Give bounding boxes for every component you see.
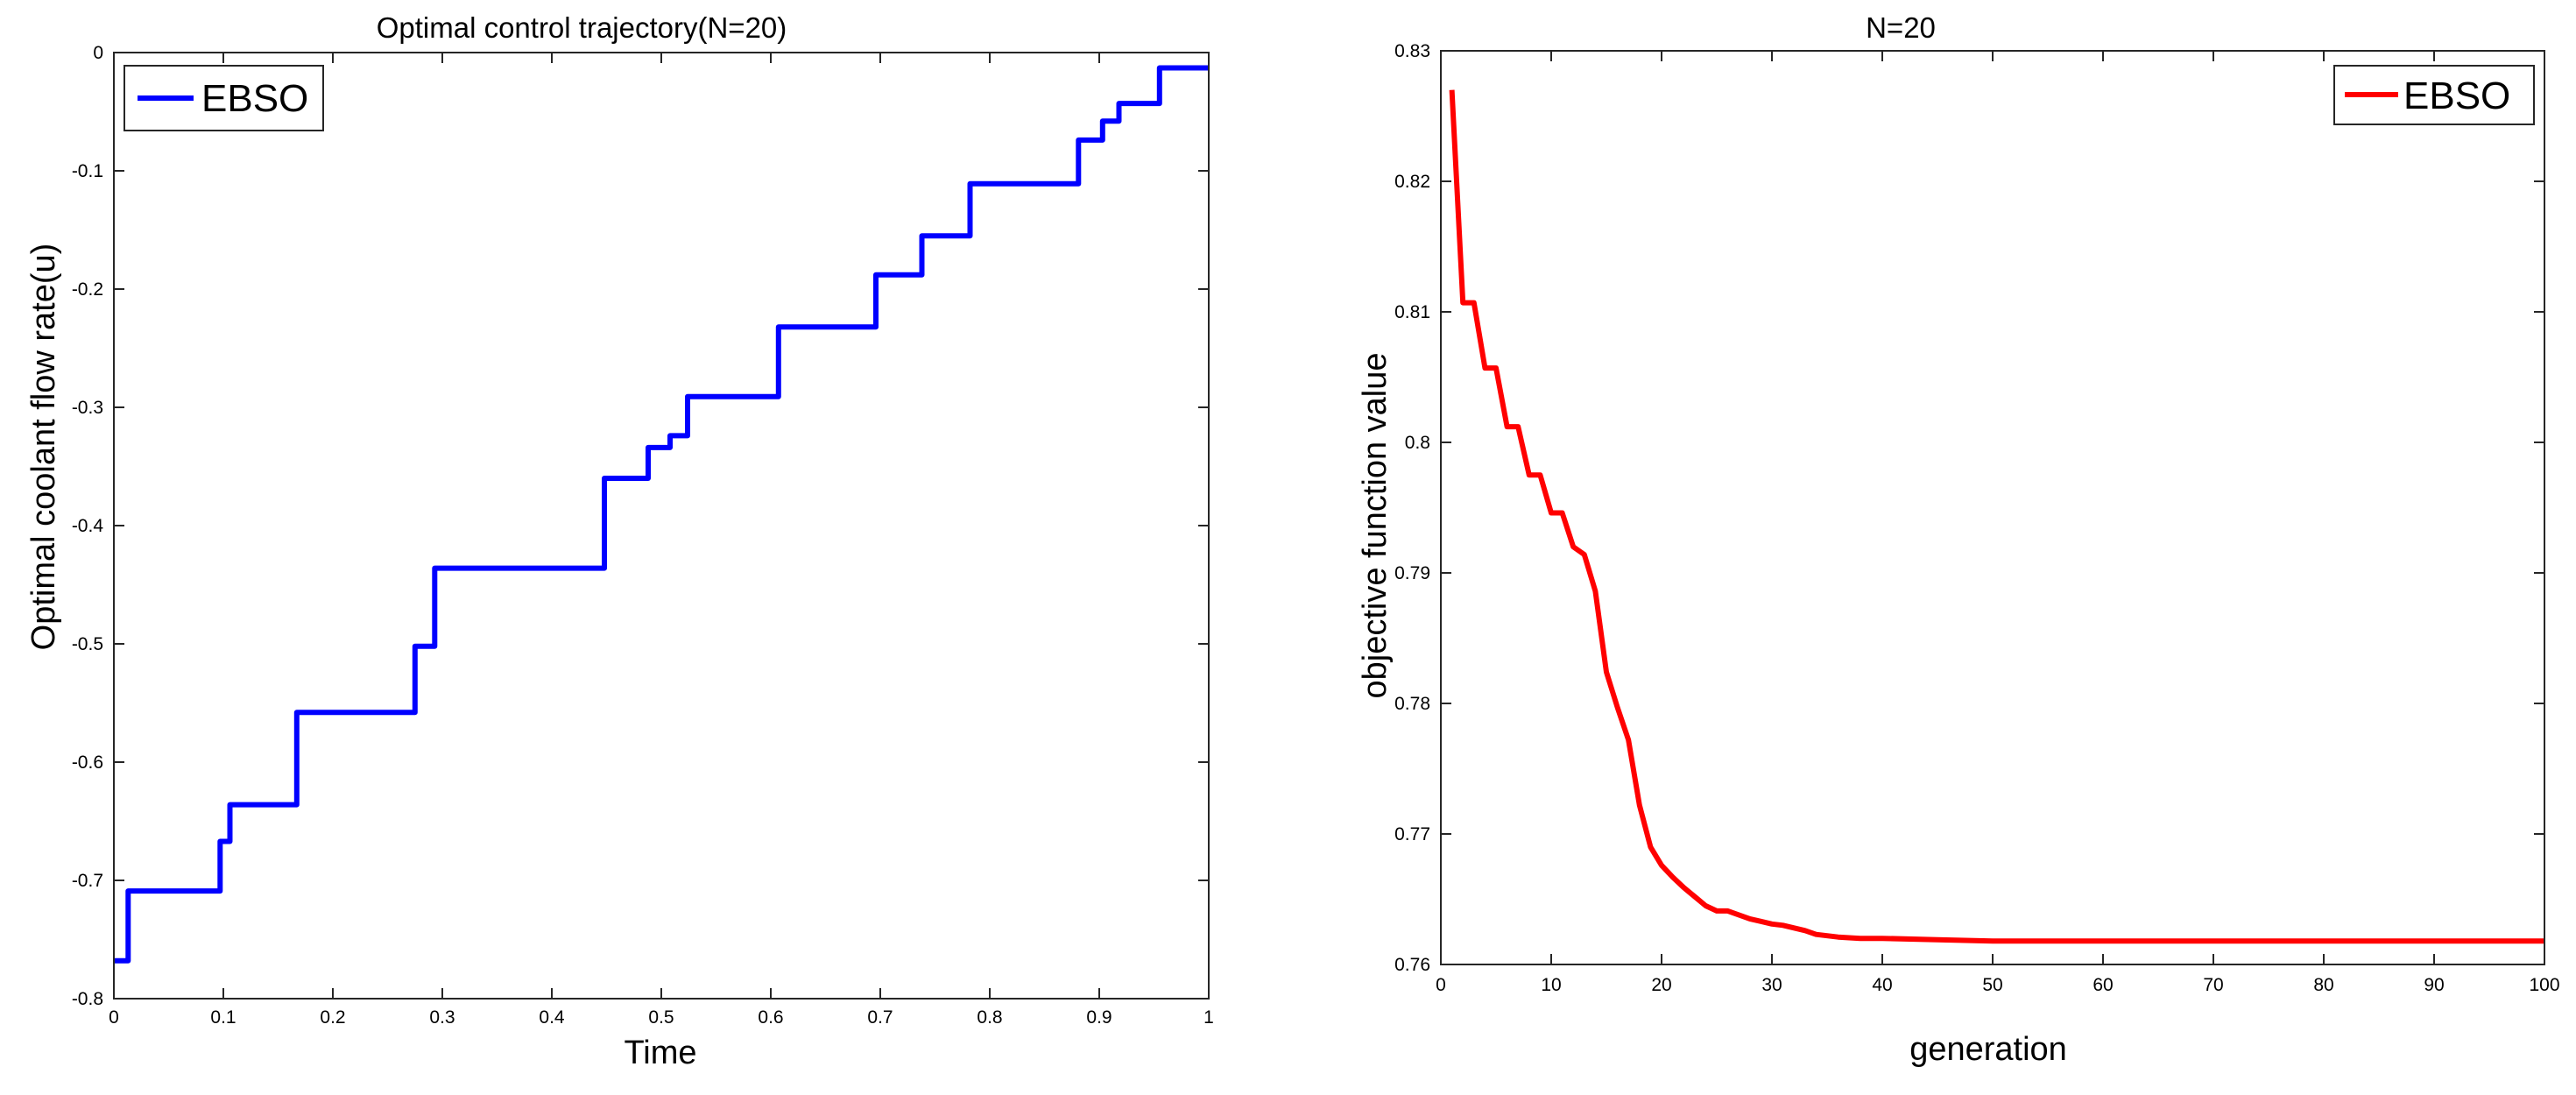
x-tick-label: 0.8: [977, 1007, 1002, 1028]
x-tick-label: 0.2: [320, 1007, 345, 1028]
y-tick-label: 0: [93, 43, 103, 63]
x-tick-label: 0: [109, 1007, 119, 1028]
legend: EBSO: [124, 65, 324, 131]
x-tick-label: 0.3: [429, 1007, 455, 1028]
y-tick-label: -0.6: [72, 752, 103, 773]
x-tick-label: 1: [1203, 1007, 1214, 1028]
y-tick-label: 0.76: [1394, 955, 1430, 975]
x-tick-label: 60: [2093, 975, 2113, 995]
y-tick-label: -0.2: [72, 279, 103, 300]
x-axis-label: Time: [624, 1035, 696, 1071]
x-tick-label: 0.5: [648, 1007, 674, 1028]
y-axis-label: objective function value: [1357, 352, 1394, 698]
legend: EBSO: [2333, 65, 2535, 125]
x-axis-label: generation: [1909, 1031, 2067, 1068]
y-tick-label: -0.5: [72, 634, 103, 654]
chart-right: N=20 objective function value generation…: [1357, 11, 2560, 1068]
chart-title: Optimal control trajectory(N=20): [377, 11, 787, 44]
y-tick-label: -0.8: [72, 989, 103, 1009]
y-tick-label: -0.7: [72, 871, 103, 891]
x-tick-label: 70: [2203, 975, 2223, 995]
x-tick-label: 0.4: [539, 1007, 565, 1028]
series-group: [1449, 89, 2544, 944]
series-line-ebso: [1449, 89, 2544, 944]
series-line-ebso: [114, 65, 1209, 964]
legend-label-ebso: EBSO: [201, 77, 308, 120]
chart-title: N=20: [1866, 11, 1936, 44]
plot-area-frame: [1440, 50, 2545, 965]
x-tick-label: 20: [1651, 975, 1671, 995]
chart-left: Optimal control trajectory(N=20) Optimal…: [25, 11, 1214, 1071]
y-tick-label: -0.3: [72, 398, 103, 418]
y-tick-label: -0.1: [72, 161, 103, 181]
x-tick-label: 0.6: [758, 1007, 783, 1028]
x-tick-label: 100: [2529, 975, 2559, 995]
y-tick-label: 0.81: [1394, 302, 1430, 322]
x-tick-label: 40: [1872, 975, 1892, 995]
plot-area-frame: [113, 52, 1210, 1000]
x-tick-label: 50: [1982, 975, 2002, 995]
x-tick-label: 30: [1761, 975, 1782, 995]
y-tick-label: 0.82: [1394, 172, 1430, 192]
y-axis-label: Optimal coolant flow rate(u): [25, 244, 62, 651]
y-tick-label: 0.79: [1394, 563, 1430, 583]
y-tick-label: -0.4: [72, 516, 104, 536]
y-tick-label: 0.8: [1405, 433, 1430, 453]
x-tick-label: 0.7: [867, 1007, 893, 1028]
x-tick-label: 10: [1541, 975, 1561, 995]
series-group: [114, 65, 1209, 964]
y-tick-label: 0.77: [1394, 824, 1430, 844]
legend-label-ebso: EBSO: [2403, 74, 2510, 117]
x-tick-label: 90: [2424, 975, 2444, 995]
x-tick-label: 0.9: [1086, 1007, 1112, 1028]
x-tick-label: 0: [1436, 975, 1446, 995]
x-tick-label: 80: [2313, 975, 2333, 995]
x-tick-label: 0.1: [210, 1007, 236, 1028]
y-tick-label: 0.83: [1394, 41, 1430, 61]
y-tick-label: 0.78: [1394, 694, 1430, 714]
tick-group: 0 0.1 0.2 0.3 0.4 0.5 0.6 0.7 0.8 0.9 1 -0.8 -0.7 -0.…: [72, 43, 1214, 1028]
